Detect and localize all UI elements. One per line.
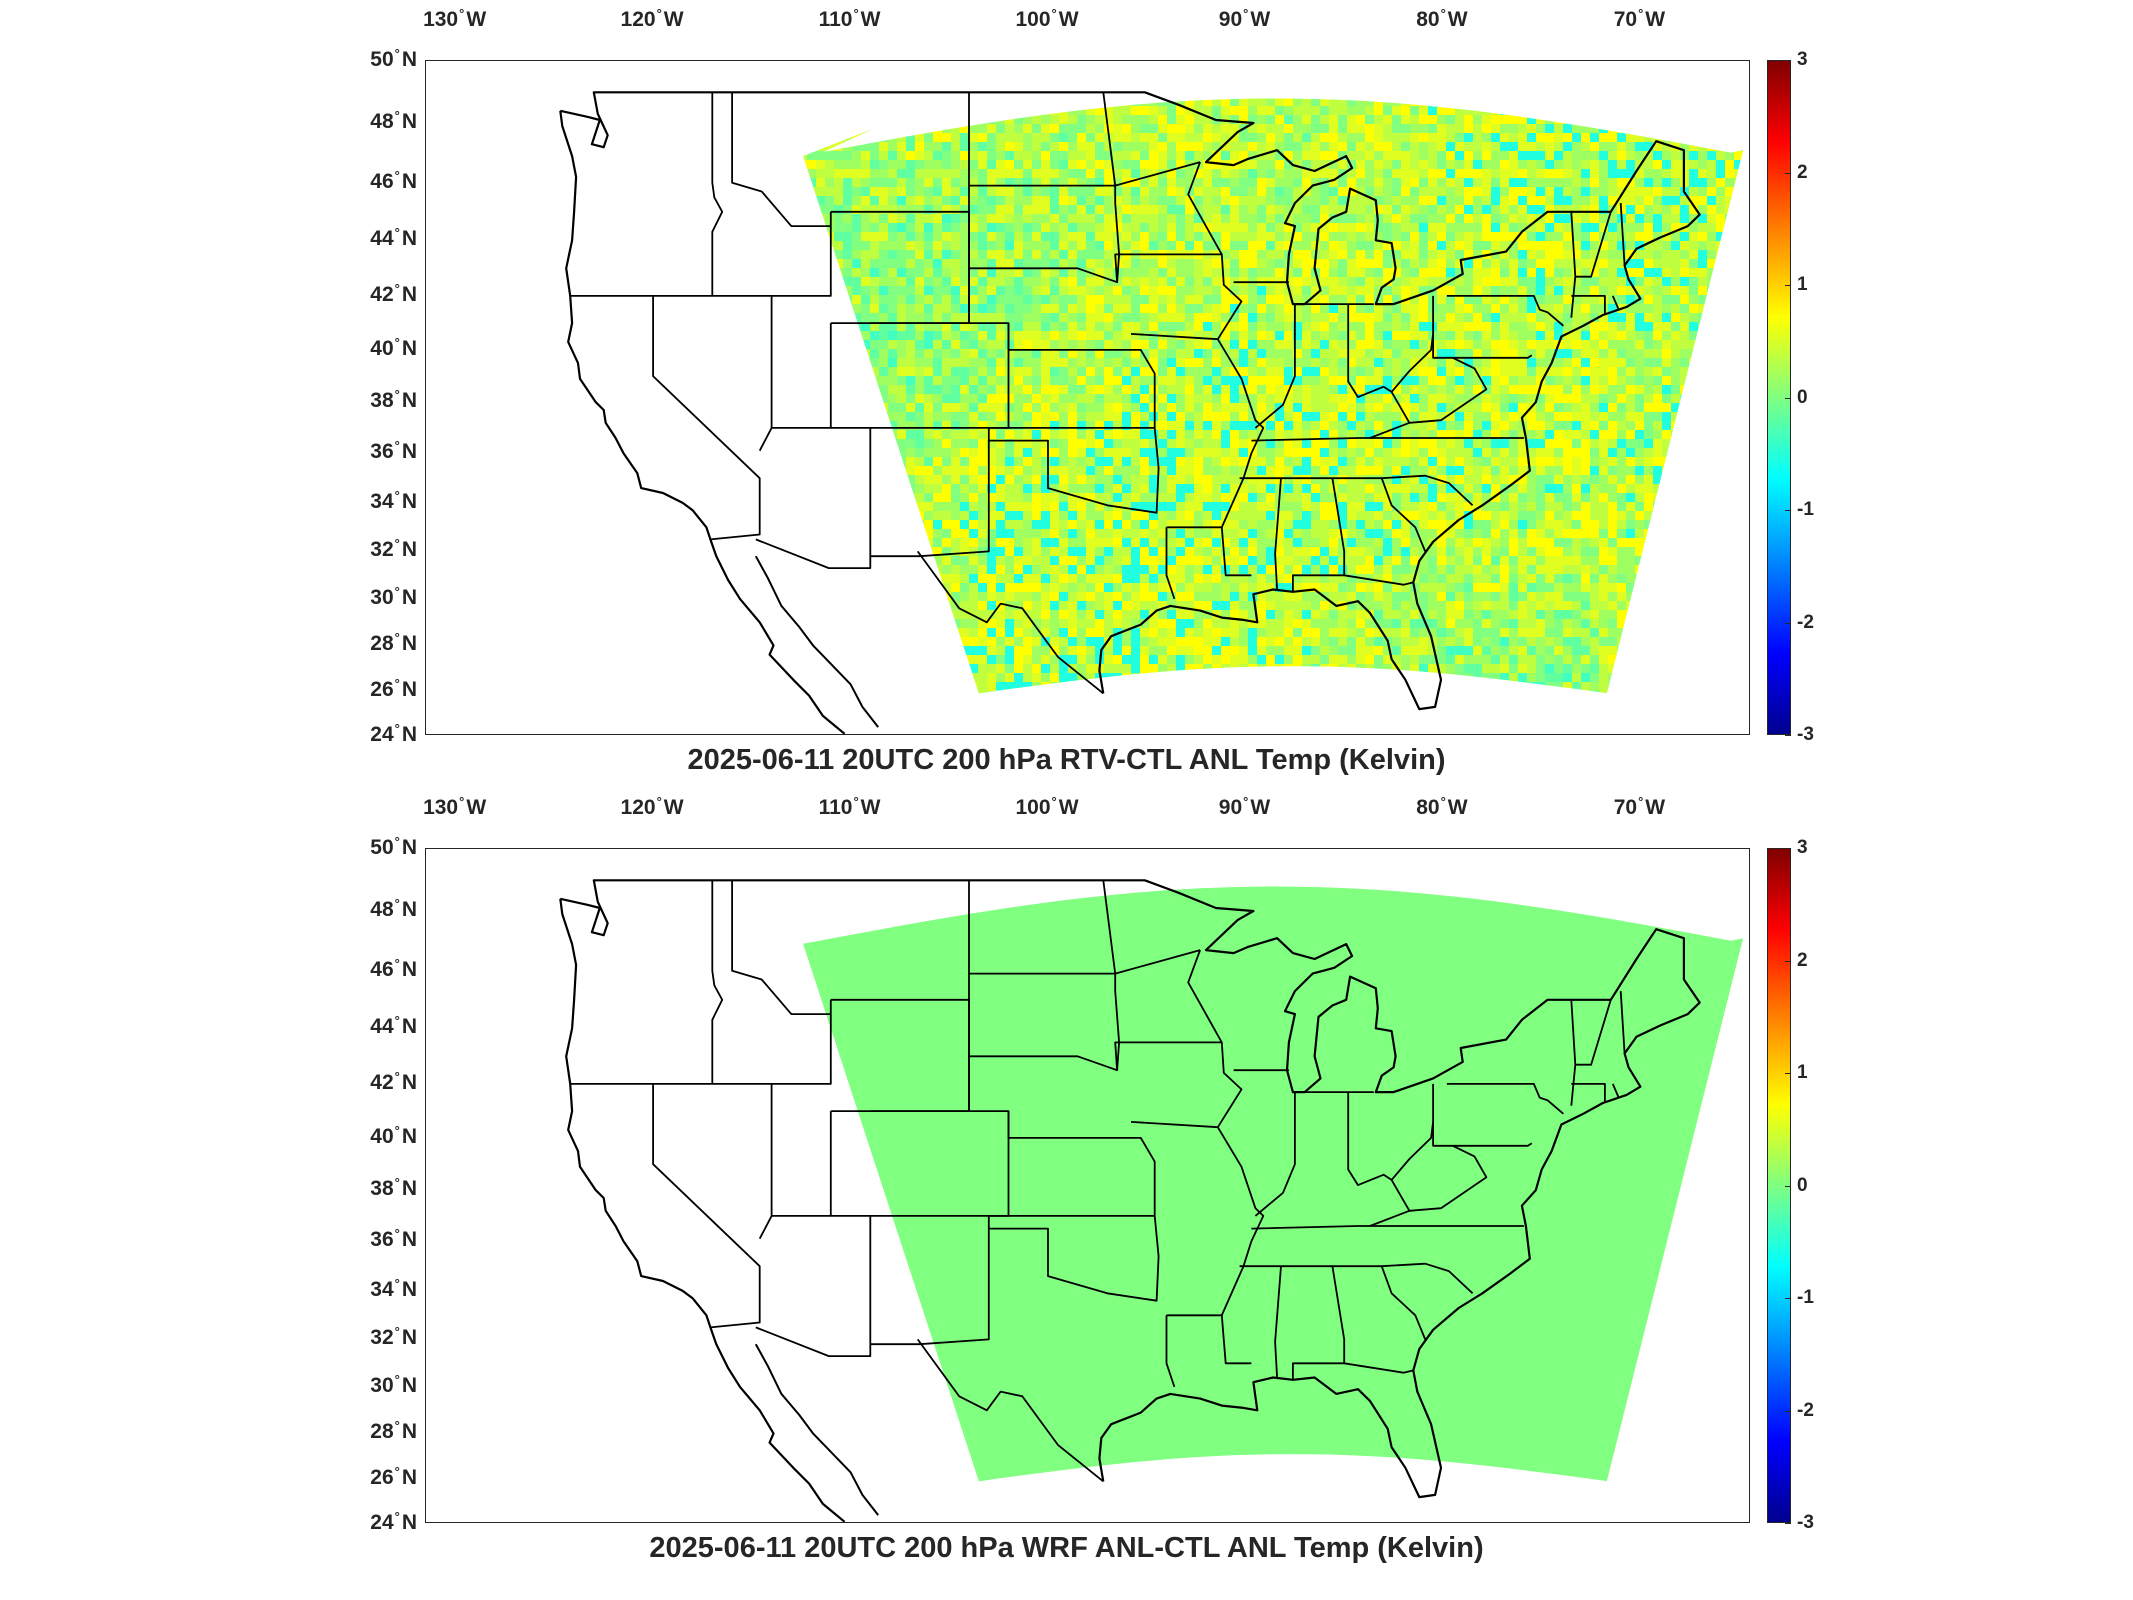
lon-tick-label: 100°W xyxy=(1015,6,1079,31)
colorbar-tick-label: -2 xyxy=(1797,1399,1814,1421)
colorbar-tick-mark xyxy=(1785,735,1791,736)
colorbar-tick-label: 2 xyxy=(1797,161,1808,183)
lat-tick-label: 24°N xyxy=(370,1509,417,1534)
lat-tick-label: 48°N xyxy=(370,108,417,134)
panel-rtv-ctl: 130°W 120°W 110°W 100°W 90°W 80°W 70°W 50°N 48°N… xyxy=(370,6,1814,776)
colorbar-tick-label: -3 xyxy=(1797,1512,1814,1533)
lon-tick-label: 70°W xyxy=(1613,794,1666,819)
lat-tick-label: 40°N xyxy=(370,1122,417,1148)
lat-tick-label: 46°N xyxy=(370,955,417,981)
lat-tick-label: 50°N xyxy=(370,834,417,859)
lat-tick-label: 36°N xyxy=(370,1226,417,1252)
colorbar-tick-mark xyxy=(1785,848,1791,849)
lon-tick-label: 70°W xyxy=(1613,6,1666,31)
lon-tick-label: 130°W xyxy=(423,794,487,819)
lon-tick-label: 110°W xyxy=(818,6,881,31)
colorbar-tick-label: 3 xyxy=(1797,49,1808,70)
colorbar-tick-label: 1 xyxy=(1797,274,1808,295)
lat-tick-label: 46°N xyxy=(370,167,417,193)
lat-tick-label: 24°N xyxy=(370,721,417,746)
lon-tick-label: 100°W xyxy=(1015,794,1079,819)
colorbar-tick-label: 2 xyxy=(1797,949,1808,971)
lat-tick-label: 44°N xyxy=(370,1013,417,1039)
lat-tick-label: 42°N xyxy=(370,280,417,306)
colorbar-tick-mark xyxy=(1785,1298,1791,1299)
colorbar-tick-label: 0 xyxy=(1797,386,1808,408)
lat-tick-label: 34°N xyxy=(370,487,417,513)
lon-tick-label: 110°W xyxy=(818,794,881,819)
colorbar-tick-mark xyxy=(1785,1073,1791,1074)
colorbar-tick-label: -3 xyxy=(1797,724,1814,745)
temperature-field xyxy=(803,98,1744,694)
colorbar-tick-mark xyxy=(1785,622,1791,624)
colorbar-tick-mark xyxy=(1785,285,1791,286)
lon-tick-label: 90°W xyxy=(1218,6,1271,31)
lat-tick-label: 28°N xyxy=(370,630,417,656)
colorbar-tick-mark xyxy=(1785,510,1791,511)
colorbar-tick-label: 3 xyxy=(1797,837,1808,858)
lat-tick-label: 36°N xyxy=(370,438,417,464)
lat-tick-label: 48°N xyxy=(370,896,417,922)
lon-tick-label: 80°W xyxy=(1416,6,1468,31)
colorbar-tick-mark xyxy=(1785,1410,1791,1412)
colorbar-tick-mark xyxy=(1785,172,1791,174)
map-svg xyxy=(559,879,1744,1522)
colorbar-tick-label: -1 xyxy=(1797,499,1814,520)
lat-tick-label: 42°N xyxy=(370,1068,417,1094)
map-frame xyxy=(425,848,1750,1523)
map-svg xyxy=(559,91,1744,734)
lon-tick-label: 90°W xyxy=(1218,794,1271,819)
lon-tick-label: 80°W xyxy=(1416,794,1468,819)
panel-wrf-anl-ctl: 130°W 120°W 110°W 100°W 90°W 80°W 70°W 50°N 48°N… xyxy=(0,788,2133,1588)
temperature-field xyxy=(803,886,1744,1482)
colorbar-tick-mark xyxy=(1785,1523,1791,1524)
lat-tick-label: 50°N xyxy=(370,46,417,71)
lat-tick-label: 26°N xyxy=(370,1464,417,1490)
lat-tick-label: 30°N xyxy=(370,583,417,609)
lon-tick-label: 120°W xyxy=(620,6,684,31)
colorbar-tick-mark xyxy=(1785,960,1791,962)
colorbar-tick-label: 1 xyxy=(1797,1062,1808,1083)
lat-tick-label: 44°N xyxy=(370,225,417,251)
colorbar-tick-label: -1 xyxy=(1797,1287,1814,1308)
lat-tick-label: 38°N xyxy=(370,387,417,413)
panel-title: 2025-06-11 20UTC 200 hPa WRF ANL-CTL ANL… xyxy=(649,1532,1484,1564)
lat-tick-label: 34°N xyxy=(370,1275,417,1301)
colorbar-tick-mark xyxy=(1785,1185,1791,1187)
panel-title: 2025-06-11 20UTC 200 hPa RTV-CTL ANL Tem… xyxy=(687,744,1446,776)
lat-tick-label: 38°N xyxy=(370,1175,417,1201)
colorbar-tick-label: 0 xyxy=(1797,1174,1808,1196)
colorbar-tick-mark xyxy=(1785,397,1791,399)
lat-tick-label: 30°N xyxy=(370,1371,417,1397)
map-frame xyxy=(425,60,1750,735)
lat-tick-label: 28°N xyxy=(370,1418,417,1444)
lat-tick-label: 32°N xyxy=(370,1324,417,1350)
lat-tick-label: 40°N xyxy=(370,334,417,360)
colorbar-tick-label: -2 xyxy=(1797,611,1814,633)
lon-tick-label: 130°W xyxy=(423,6,487,31)
lon-tick-label: 120°W xyxy=(620,794,684,819)
colorbar-tick-mark xyxy=(1785,60,1791,61)
lat-tick-label: 26°N xyxy=(370,676,417,702)
lat-tick-label: 32°N xyxy=(370,536,417,562)
